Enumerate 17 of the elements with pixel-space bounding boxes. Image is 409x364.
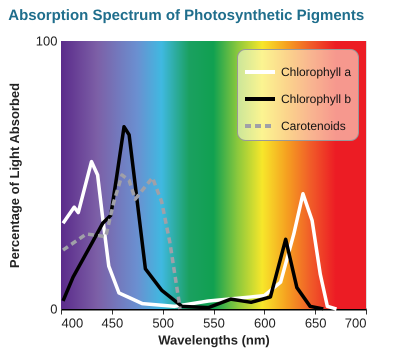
line-series (61, 173, 182, 311)
x-tick-label: 500 (152, 316, 174, 330)
x-tick-label: 650 (304, 316, 327, 330)
chart-title: Absorption Spectrum of Photosynthetic Pigments (8, 7, 364, 24)
legend-label: Chlorophyll b (281, 92, 352, 106)
legend-label: Carotenoids (281, 119, 346, 133)
line-series (61, 160, 338, 311)
y-axis-title: Percentage of Light Absorbed (6, 82, 22, 268)
legend-label: Chlorophyll a (281, 65, 352, 79)
x-tick-label: 700 (344, 316, 366, 330)
x-tick-label: 400 (62, 316, 84, 330)
x-tick-label: 450 (101, 316, 124, 330)
y-tick-label: 100 (36, 34, 58, 48)
y-tick-label: 0 (50, 302, 58, 316)
x-tick-label: 550 (203, 316, 225, 330)
x-axis-title: Wavelengths (nm) (158, 332, 270, 348)
x-tick-label: 600 (254, 316, 276, 330)
